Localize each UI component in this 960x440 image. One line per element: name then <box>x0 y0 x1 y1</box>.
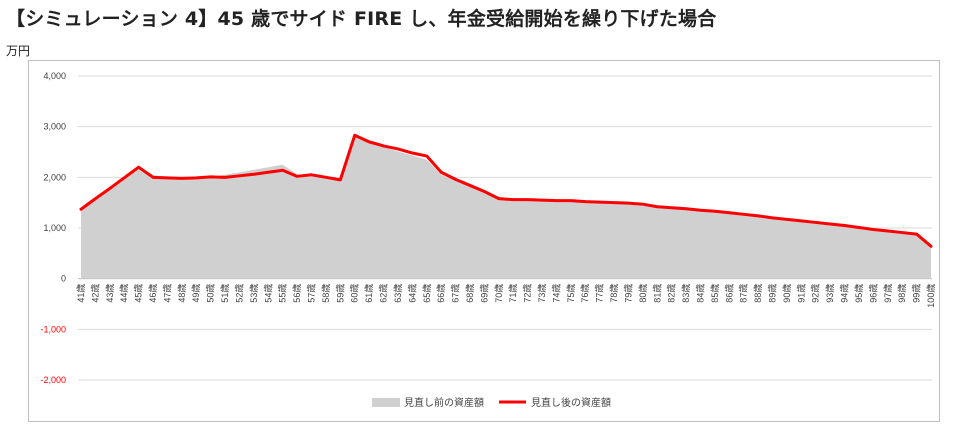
x-tick-label: 89歳 <box>767 284 778 303</box>
y-tick-label: 3,000 <box>43 122 66 132</box>
x-tick-label: 58歳 <box>320 284 331 303</box>
x-tick-label: 69歳 <box>478 284 489 303</box>
x-tick-label: 97歳 <box>882 284 893 303</box>
x-tick-label: 43歳 <box>104 284 115 303</box>
area-series-before-review <box>81 134 931 279</box>
x-tick-label: 82歳 <box>666 284 677 303</box>
x-tick-label: 60歳 <box>349 284 360 303</box>
x-tick-label: 73歳 <box>536 284 547 303</box>
x-tick-label: 75歳 <box>565 284 576 303</box>
x-tick-label: 50歳 <box>205 284 216 303</box>
x-tick-label: 96歳 <box>867 284 878 303</box>
y-tick-label: -2,000 <box>40 375 66 385</box>
x-tick-label: 57歳 <box>306 284 317 303</box>
x-tick-label: 93歳 <box>824 284 835 303</box>
x-tick-label: 55歳 <box>277 284 288 303</box>
x-tick-label: 54歳 <box>262 284 273 303</box>
page-title: 【シミュレーション 4】45 歳でサイド FIRE し、年金受給開始を繰り下げた… <box>6 8 717 30</box>
x-tick-label: 90歳 <box>781 284 792 303</box>
x-tick-label: 52歳 <box>233 284 244 303</box>
x-tick-label: 79歳 <box>622 284 633 303</box>
x-tick-label: 41歳 <box>75 284 86 303</box>
y-tick-label: 1,000 <box>43 223 66 233</box>
x-tick-label: 86歳 <box>723 284 734 303</box>
x-tick-label: 59歳 <box>334 284 345 303</box>
x-tick-label: 91歳 <box>795 284 806 303</box>
x-tick-label: 66歳 <box>435 284 446 303</box>
x-tick-label: 95歳 <box>853 284 864 303</box>
x-tick-label: 100歳 <box>925 284 936 308</box>
x-tick-label: 77歳 <box>594 284 605 303</box>
x-tick-label: 88歳 <box>752 284 763 303</box>
y-tick-labels: -2,000 -1,000 0 1,000 2,000 3,000 4,000 <box>40 71 66 385</box>
x-tick-label: 99歳 <box>911 284 922 303</box>
y-tick-label: 2,000 <box>43 172 66 182</box>
x-tick-label: 64歳 <box>406 284 417 303</box>
y-axis-unit-label: 万円 <box>6 44 31 58</box>
legend-swatch-area <box>372 398 400 407</box>
x-tick-label: 72歳 <box>522 284 533 303</box>
x-tick-label: 51歳 <box>219 284 230 303</box>
x-tick-label: 53歳 <box>248 284 259 303</box>
x-tick-label: 65歳 <box>421 284 432 303</box>
x-tick-label: 62歳 <box>378 284 389 303</box>
y-tick-label: 4,000 <box>43 71 66 81</box>
y-tick-label: 0 <box>61 274 66 284</box>
x-tick-label: 49歳 <box>190 284 201 303</box>
x-tick-labels: 41歳 42歳 43歳 44歳 45歳 46歳 47歳 48歳 49歳 50歳 51歳 52歳 53歳 5… <box>75 284 936 308</box>
x-tick-label: 80歳 <box>637 284 648 303</box>
x-tick-label: 83歳 <box>680 284 691 303</box>
legend-label-area: 見直し前の資産額 <box>404 396 484 409</box>
x-tick-label: 44歳 <box>118 284 129 303</box>
x-tick-label: 46歳 <box>147 284 158 303</box>
x-tick-label: 98歳 <box>896 284 907 303</box>
x-tick-label: 45歳 <box>133 284 144 303</box>
x-tick-label: 42歳 <box>89 284 100 303</box>
line-series <box>79 133 933 248</box>
x-tick-label: 78歳 <box>608 284 619 303</box>
x-tick-label: 92歳 <box>810 284 821 303</box>
x-tick-label: 85歳 <box>709 284 720 303</box>
x-tick-label: 71歳 <box>507 284 518 303</box>
area-series <box>81 134 931 279</box>
line-series-after-review <box>79 133 933 248</box>
legend-label-line: 見直し後の資産額 <box>531 396 611 409</box>
x-tick-label: 84歳 <box>694 284 705 303</box>
x-tick-label: 67歳 <box>450 284 461 303</box>
chart-frame <box>28 60 940 422</box>
x-tick-label: 70歳 <box>493 284 504 303</box>
x-tick-label: 94歳 <box>839 284 850 303</box>
x-tick-label: 47歳 <box>161 284 172 303</box>
x-tick-label: 63歳 <box>392 284 403 303</box>
x-tick-label: 81歳 <box>651 284 662 303</box>
x-tick-label: 48歳 <box>176 284 187 303</box>
x-tick-label: 61歳 <box>363 284 374 303</box>
x-tick-label: 87歳 <box>738 284 749 303</box>
y-tick-label: -1,000 <box>40 324 66 334</box>
legend: 見直し前の資産額 見直し後の資産額 <box>372 396 611 409</box>
x-tick-label: 68歳 <box>464 284 475 303</box>
x-tick-label: 56歳 <box>291 284 302 303</box>
x-tick-label: 74歳 <box>550 284 561 303</box>
x-tick-label: 76歳 <box>579 284 590 303</box>
